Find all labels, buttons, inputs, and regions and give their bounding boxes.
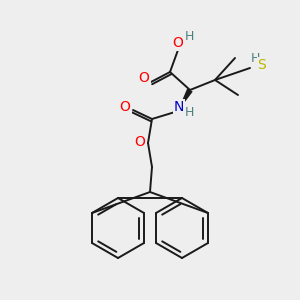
Text: N: N — [174, 100, 184, 114]
Text: O: O — [139, 71, 149, 85]
Polygon shape — [178, 88, 193, 109]
Text: O: O — [172, 36, 183, 50]
Text: H: H — [184, 106, 194, 119]
Text: H: H — [250, 52, 260, 64]
Text: O: O — [120, 100, 130, 114]
Text: O: O — [135, 135, 146, 149]
Text: H: H — [184, 31, 194, 44]
Text: S: S — [258, 58, 266, 72]
